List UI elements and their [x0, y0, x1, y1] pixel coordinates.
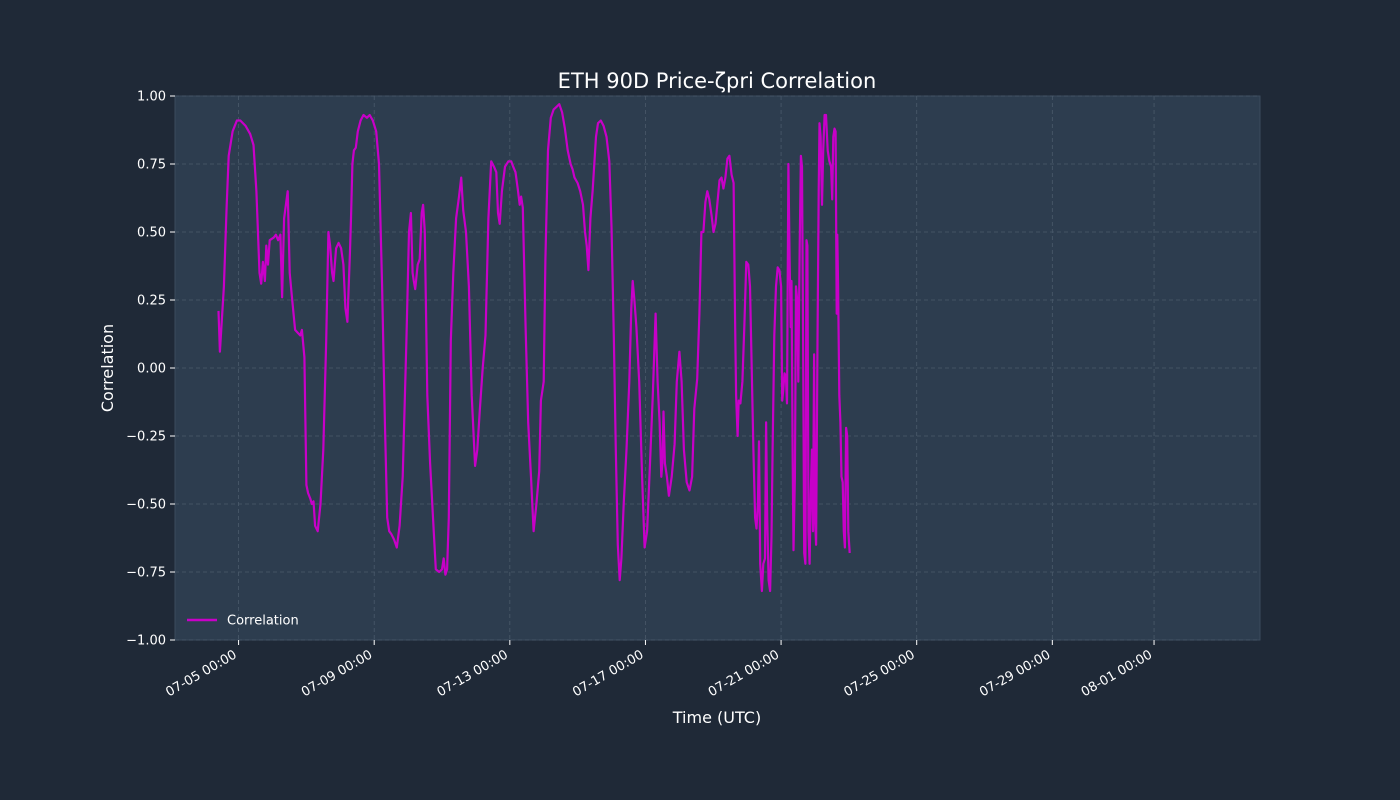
series-group — [217, 103, 851, 593]
y-tick-label: 0.25 — [137, 294, 166, 309]
series-line-correlation — [217, 103, 851, 593]
legend-label-correlation: Correlation — [227, 614, 299, 629]
y-tick-label: 0.00 — [137, 362, 166, 377]
grid-lines — [175, 95, 1260, 641]
y-tick-label: −1.00 — [126, 634, 166, 649]
legend: Correlation — [187, 614, 299, 629]
y-tick-label: 0.50 — [137, 226, 166, 241]
chart-title: ETH 90D Price-ζpri Correlation — [558, 69, 877, 93]
y-axis-label: Correlation — [98, 324, 117, 412]
y-tick-label: 1.00 — [137, 90, 166, 105]
y-tick-label: −0.25 — [126, 430, 166, 445]
y-tick-label: −0.75 — [126, 566, 166, 581]
y-axis-ticks: −1.00 −0.75 −0.50 −0.25 0.00 0.25 0.50 0.75 1.00 — [126, 90, 175, 649]
x-axis-label: Time (UTC) — [672, 708, 761, 727]
y-tick-label: −0.50 — [126, 498, 166, 513]
y-tick-label: 0.75 — [137, 158, 166, 173]
